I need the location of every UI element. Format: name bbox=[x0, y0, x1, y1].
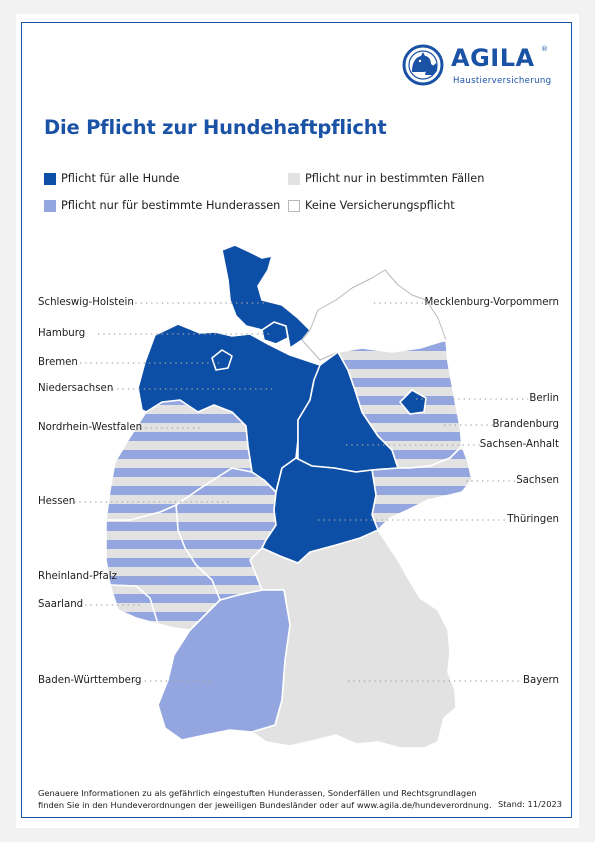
page-title: Die Pflicht zur Hundehaftpflicht bbox=[44, 116, 387, 139]
legend-swatch bbox=[44, 173, 56, 185]
dog-cat-logo-icon bbox=[402, 44, 444, 86]
label-nordrhein-westfalen: Nordrhein-Westfalen bbox=[38, 422, 143, 433]
label-baden-wuerttemberg: Baden-Württemberg bbox=[38, 675, 142, 686]
legend-label: Pflicht nur für bestimmte Hunderassen bbox=[61, 199, 281, 212]
agila-logo: AGILA ® Haustierversicherung bbox=[401, 42, 551, 92]
leader-lines bbox=[74, 302, 528, 682]
label-niedersachsen: Niedersachsen bbox=[38, 383, 114, 394]
legend-swatch bbox=[288, 200, 300, 212]
brand-name: AGILA bbox=[451, 44, 535, 72]
label-mecklenburg-vorpommern: Mecklenburg-Vorpommern bbox=[424, 297, 559, 308]
legend-label: Pflicht für alle Hunde bbox=[61, 172, 180, 185]
label-sachsen-anhalt: Sachsen-Anhalt bbox=[479, 439, 559, 450]
brand-tagline: Haustierversicherung bbox=[453, 76, 552, 86]
label-saarland: Saarland bbox=[38, 599, 84, 610]
registered-mark: ® bbox=[541, 45, 548, 53]
footer-line: finden Sie in den Hundeverordnungen der … bbox=[38, 800, 492, 810]
legend-label: Keine Versicherungspflicht bbox=[305, 199, 455, 212]
label-hessen: Hessen bbox=[38, 496, 76, 507]
state-thueringen[interactable] bbox=[261, 457, 379, 564]
footer-line: Genauere Informationen zu als gefährlich… bbox=[38, 788, 477, 798]
state-bremen[interactable] bbox=[211, 349, 233, 371]
label-berlin: Berlin bbox=[529, 393, 559, 404]
label-brandenburg: Brandenburg bbox=[492, 419, 559, 430]
legend-swatch bbox=[288, 173, 300, 185]
label-bremen: Bremen bbox=[38, 357, 78, 368]
legend-label: Pflicht nur in bestimmten Fällen bbox=[305, 172, 485, 185]
label-rheinland-pfalz: Rheinland-Pfalz bbox=[38, 571, 117, 582]
footer-note: Genauere Informationen zu als gefährlich… bbox=[38, 787, 518, 811]
label-bayern: Bayern bbox=[523, 675, 559, 686]
label-hamburg: Hamburg bbox=[38, 328, 86, 339]
label-schleswig-holstein: Schleswig-Holstein bbox=[38, 297, 134, 308]
legend-swatch bbox=[44, 200, 56, 212]
label-sachsen: Sachsen bbox=[516, 475, 559, 486]
poster-frame bbox=[21, 22, 572, 818]
label-thueringen: Thüringen bbox=[507, 514, 559, 525]
stand-date: Stand: 11/2023 bbox=[498, 799, 563, 809]
state-berlin[interactable] bbox=[399, 389, 427, 415]
